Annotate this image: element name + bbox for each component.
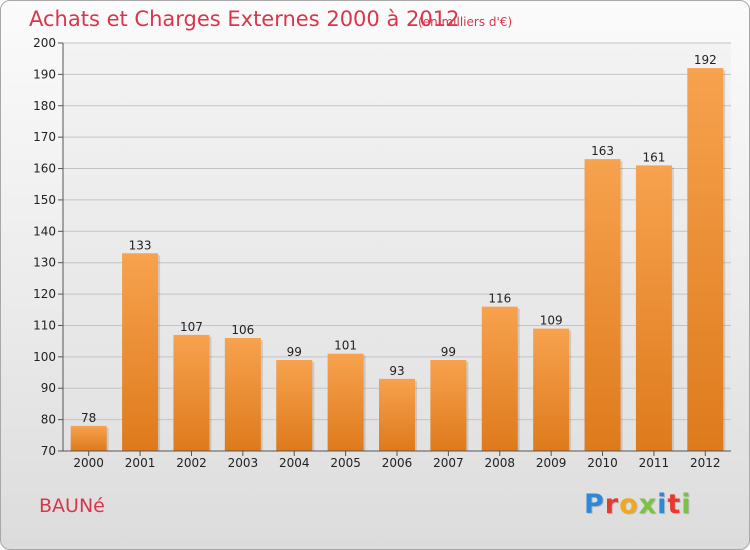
y-tick-label: 200 — [33, 36, 56, 50]
data-label: 133 — [129, 238, 152, 252]
data-label: 78 — [81, 411, 96, 425]
y-tick-label: 80 — [41, 413, 56, 427]
data-label: 109 — [540, 314, 563, 328]
x-tick-label: 2007 — [433, 456, 464, 470]
bar — [276, 359, 313, 451]
x-tick-label: 2002 — [176, 456, 207, 470]
bar — [481, 306, 518, 451]
data-label: 163 — [591, 144, 614, 158]
proxiti-logo: Proxiti — [584, 489, 692, 520]
x-tick-label: 2003 — [228, 456, 259, 470]
logo-letter: r — [604, 489, 620, 520]
x-tick-label: 2000 — [73, 456, 104, 470]
y-tick-label: 100 — [33, 350, 56, 364]
y-axis: 70 80 90 100 110 120 130 140 150 160 170 180 190 200 — [33, 36, 64, 458]
bar — [122, 253, 159, 451]
data-label: 161 — [642, 150, 665, 164]
y-tick-label: 130 — [33, 256, 56, 270]
logo-letter: o — [619, 489, 639, 520]
y-tick-label: 140 — [33, 224, 56, 238]
data-label: 116 — [488, 292, 511, 306]
y-tick-label: 190 — [33, 67, 56, 81]
bar — [635, 165, 672, 451]
logo-letter: x — [638, 489, 658, 520]
logo-letter: i — [657, 489, 668, 520]
y-tick-label: 120 — [33, 287, 56, 301]
y-tick-label: 90 — [41, 381, 56, 395]
data-label: 99 — [287, 345, 302, 359]
logo-letter: P — [584, 489, 605, 520]
data-label: 107 — [180, 320, 203, 334]
logo-letter: i — [681, 489, 692, 520]
chart-subtitle: (en milliers d'€) — [418, 15, 513, 29]
bar — [224, 338, 261, 451]
data-label: 99 — [441, 345, 456, 359]
x-tick-label: 2001 — [125, 456, 156, 470]
x-tick-label: 2012 — [690, 456, 721, 470]
x-tick-label: 2004 — [279, 456, 310, 470]
data-label: 192 — [694, 53, 717, 67]
y-tick-label: 150 — [33, 193, 56, 207]
y-tick-label: 160 — [33, 162, 56, 176]
y-tick-label: 170 — [33, 130, 56, 144]
x-tick-label: 2011 — [639, 456, 670, 470]
y-tick-label: 180 — [33, 99, 56, 113]
data-label: 101 — [334, 339, 357, 353]
chart-title: Achats et Charges Externes 2000 à 2012 — [29, 7, 460, 31]
bar — [379, 378, 415, 451]
data-label: 93 — [389, 364, 404, 378]
bar — [430, 359, 467, 451]
logo-letter: t — [667, 489, 682, 520]
y-tick-label: 70 — [41, 444, 56, 458]
bars: 78 133 107 106 99 101 93 99 116 109 163 161 192 — [70, 53, 726, 451]
bar — [70, 425, 107, 451]
bar — [327, 353, 364, 451]
x-axis: 2000 2001 2002 2003 2004 2005 2006 2007 2008 2009… — [63, 450, 731, 470]
bar — [687, 68, 724, 451]
x-tick-label: 2009 — [536, 456, 567, 470]
x-tick-label: 2010 — [587, 456, 618, 470]
bar — [584, 159, 621, 451]
town-name: BAUNé — [39, 495, 105, 517]
bar — [533, 328, 570, 451]
x-tick-label: 2006 — [382, 456, 413, 470]
x-tick-label: 2008 — [484, 456, 515, 470]
y-tick-label: 110 — [33, 318, 56, 332]
x-tick-label: 2005 — [330, 456, 361, 470]
data-label: 106 — [231, 323, 254, 337]
bar — [173, 334, 210, 451]
